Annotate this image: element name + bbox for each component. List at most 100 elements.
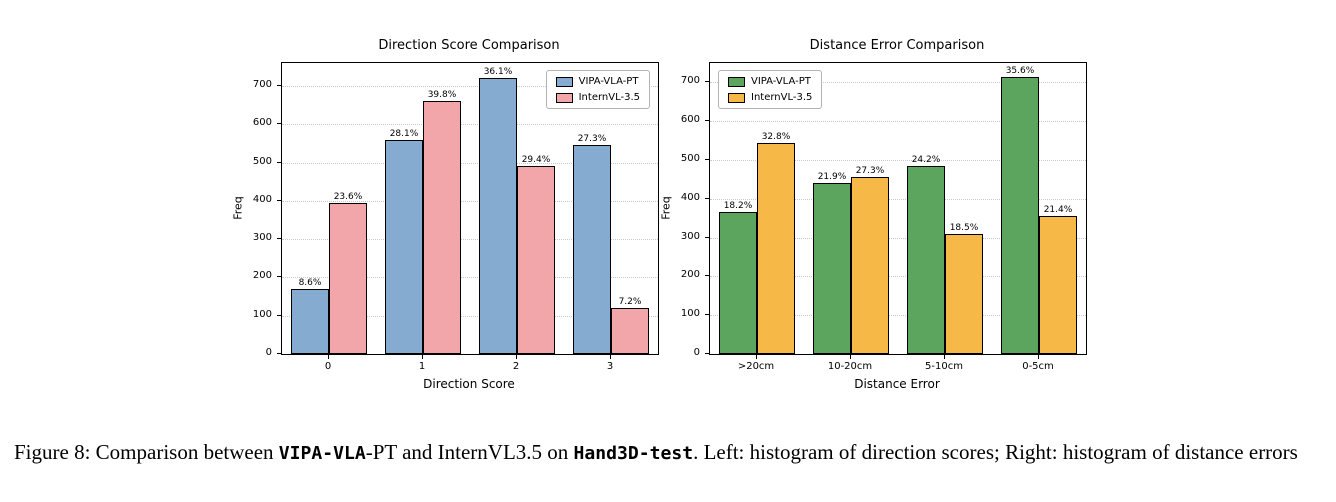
left-chart: Direction Score Comparison 8.6% 28.1% 36.1%… [228,38,698,403]
x-tick-label: 2 [512,361,520,372]
y-tick-label: 200 [252,270,272,281]
legend-item: InternVL-3.5 [555,92,640,103]
axis-tick [705,120,709,121]
axis-tick [705,198,709,199]
bar [423,101,461,354]
bar-value-label: 27.3% [577,134,607,144]
grid-line [710,238,1086,239]
y-tick-label: 0 [265,347,272,358]
y-tick-label: 300 [680,231,700,242]
legend-swatch [728,92,745,103]
figure-caption: Figure 8: Comparison between VIPA-VLA-PT… [14,437,1326,469]
legend-label: VIPA-VLA-PT [578,76,639,87]
axis-tick [756,355,757,359]
bar-value-label: 28.1% [389,129,419,139]
bar [1001,77,1039,354]
y-tick-label: 500 [252,156,272,167]
bar-value-label: 24.2% [911,155,941,165]
bar-value-label: 21.9% [817,172,847,182]
y-tick-label: 300 [252,232,272,243]
y-axis-label: Freq [231,195,245,220]
grid-line [710,315,1086,316]
bar-value-label: 29.4% [521,155,551,165]
plot-area: 18.2% 21.9% 24.2% 35.6% 32.8% 27.3% 18.5% 21.4%… [709,62,1087,355]
axis-tick [277,85,281,86]
caption-code-text: Hand3D-test [573,443,694,464]
y-tick-label: 200 [680,269,700,280]
bar-value-label: 27.3% [855,166,885,176]
plot-area: 8.6% 28.1% 36.1% 27.3% 23.6% 39.8% 29.4% 7.2% VI… [281,62,659,355]
bar [611,308,649,354]
bar-value-label: 18.2% [723,201,753,211]
axis-tick [277,200,281,201]
y-tick-label: 100 [252,309,272,320]
grid-line [282,316,658,317]
legend-swatch [555,76,573,87]
legend: VIPA-VLA-PT InternVL-3.5 [545,70,650,109]
y-tick-label: 700 [680,75,700,86]
caption-text: . Left: histogram of direction scores; R… [693,440,1298,464]
axis-tick [705,81,709,82]
axis-tick [277,353,281,354]
axis-tick [422,355,423,359]
x-tick-label: 3 [606,361,614,372]
bar-value-label: 8.6% [298,278,322,288]
y-tick-label: 600 [252,117,272,128]
legend-swatch [555,92,573,103]
x-tick-label: 0-5cm [1022,361,1054,372]
grid-line [710,121,1086,122]
bar-value-label: 32.8% [761,132,791,142]
bar-value-label: 35.6% [1005,66,1035,76]
bar [1039,216,1077,354]
grid-line [710,276,1086,277]
axis-tick [705,237,709,238]
grid-line [282,239,658,240]
caption-text: Figure 8: Comparison between [14,440,279,464]
y-axis-label: Freq [659,195,673,220]
axis-tick [610,355,611,359]
grid-line [282,163,658,164]
legend-label: VIPA-VLA-PT [751,76,811,87]
legend-item: VIPA-VLA-PT [555,76,640,87]
bar [907,166,945,354]
grid-line [282,277,658,278]
bar [719,212,757,354]
bar [517,166,555,354]
axis-tick [705,275,709,276]
legend-item: InternVL-3.5 [728,92,812,103]
bar-value-label: 18.5% [949,223,979,233]
legend-swatch [728,76,745,87]
bar-value-label: 21.4% [1043,205,1073,215]
axis-tick [277,315,281,316]
axis-tick [705,314,709,315]
caption-text: -PT and InternVL3.5 on [365,440,574,464]
x-tick-label: 0 [324,361,332,372]
bar [813,183,851,354]
x-axis-label: Distance Error [854,377,940,391]
bar [329,203,367,354]
x-axis-label: Direction Score [423,377,515,391]
legend-label: InternVL-3.5 [751,92,813,103]
y-tick-label: 600 [680,114,700,125]
y-tick-label: 700 [252,79,272,90]
legend-item: VIPA-VLA-PT [728,76,812,87]
axis-tick [277,238,281,239]
axis-tick [705,159,709,160]
y-tick-label: 0 [693,347,700,358]
bar [385,140,423,354]
grid-line [282,201,658,202]
legend: VIPA-VLA-PT InternVL-3.5 [718,70,823,109]
bar-value-label: 7.2% [618,297,642,307]
caption-code-text: VIPA-VLA [278,443,366,464]
grid-line [710,160,1086,161]
axis-tick [328,355,329,359]
grid-line [710,82,1086,83]
x-tick-label: 5-10cm [925,361,963,372]
x-tick-label: 1 [418,361,426,372]
axis-tick [277,123,281,124]
bar-value-label: 39.8% [427,90,457,100]
legend-label: InternVL-3.5 [578,92,640,103]
axis-tick [277,276,281,277]
axis-tick [1038,355,1039,359]
